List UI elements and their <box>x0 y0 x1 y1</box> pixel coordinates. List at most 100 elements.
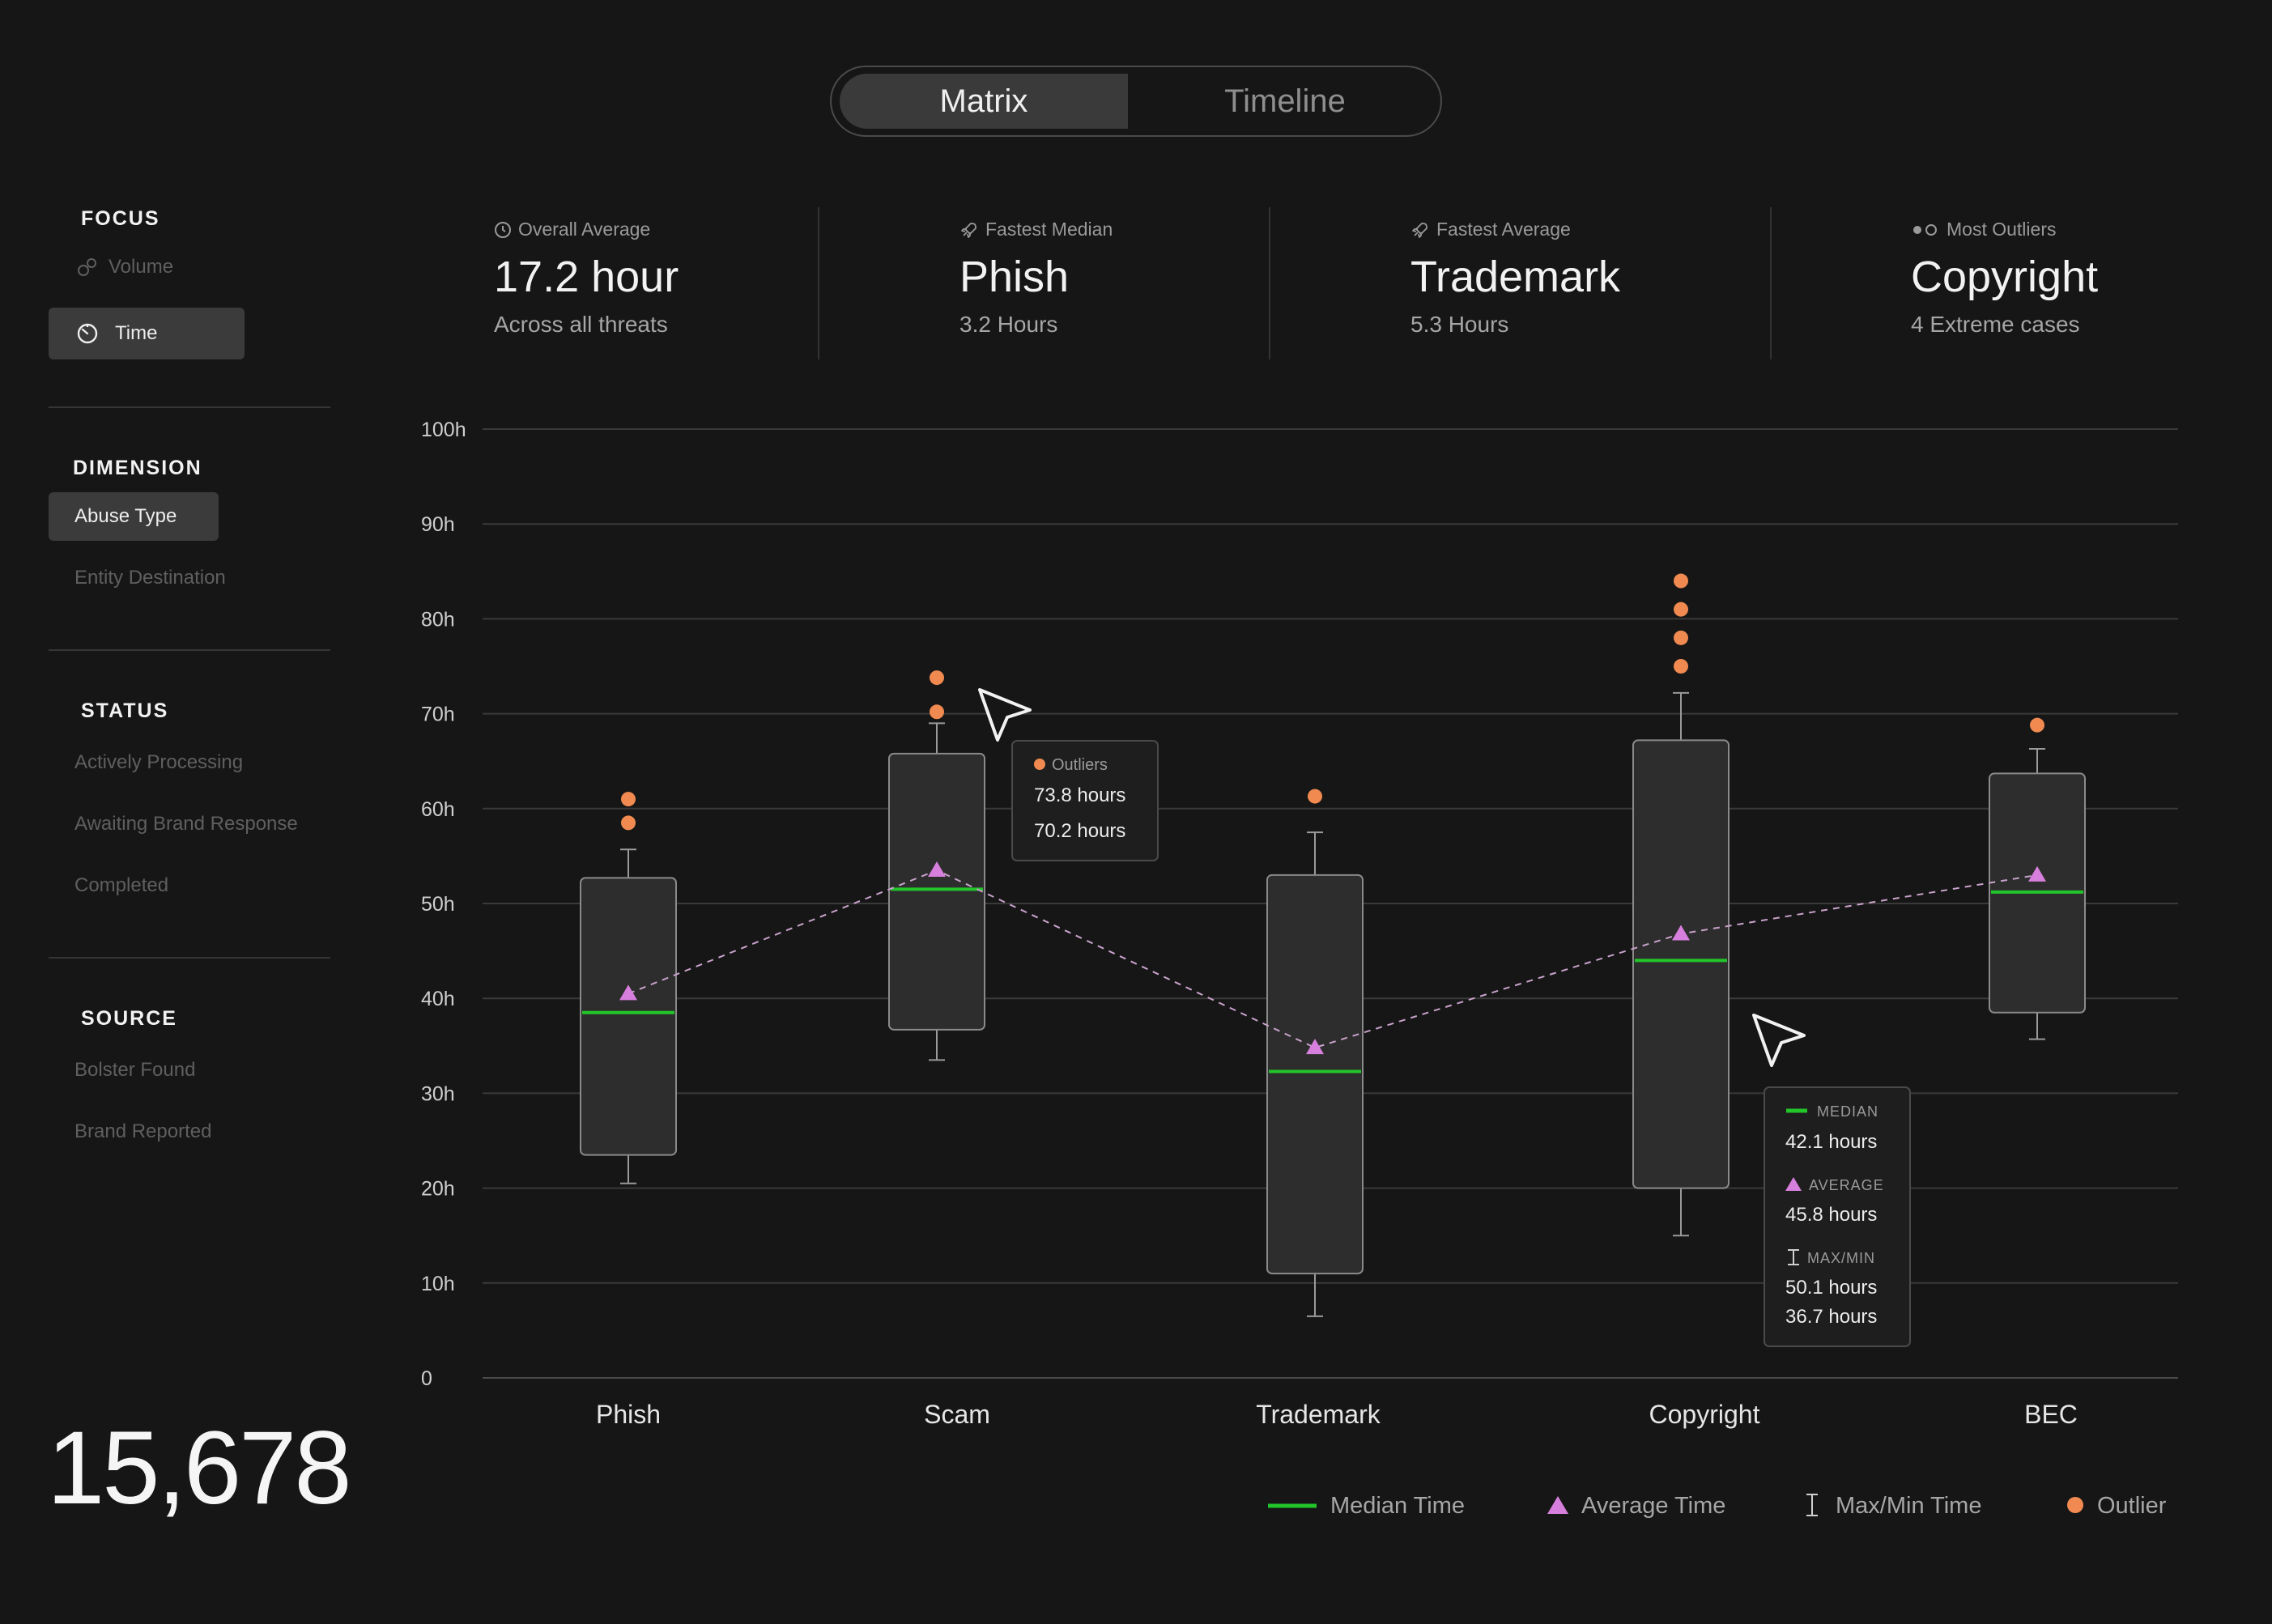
stat-sub: Across all threats <box>494 312 668 337</box>
sidebar-item-label: Volume <box>108 256 174 278</box>
stat-value: Copyright <box>1911 253 2099 301</box>
bubbles-icon <box>78 258 96 276</box>
stat-value: 17.2 hour <box>494 253 679 301</box>
divider <box>49 406 330 408</box>
y-tick-label: 10h <box>421 1273 455 1295</box>
outlier-point <box>1674 602 1688 617</box>
tooltip-label: AVERAGE <box>1809 1177 1884 1193</box>
sidebar-item-awaiting-brand-response[interactable]: Awaiting Brand Response <box>74 813 298 835</box>
tooltip-value: 50.1 hours <box>1785 1277 1877 1299</box>
y-tick-label: 20h <box>421 1178 455 1201</box>
average-trend-line <box>628 869 2038 1049</box>
stat-fastest-average: Fastest Average Trademark 5.3 Hours <box>1410 219 1620 338</box>
stats-tooltip: MEDIAN 42.1 hours AVERAGE 45.8 hours MAX/MIN… <box>1764 1086 1911 1347</box>
y-tick-label: 40h <box>421 988 455 1010</box>
rocket-icon <box>961 222 976 238</box>
legend-label: Average Time <box>1581 1493 1725 1519</box>
tab-matrix[interactable]: Matrix <box>840 74 1128 129</box>
clock-icon <box>495 221 511 238</box>
outlier-point <box>1674 573 1688 589</box>
legend-outlier-swatch <box>2067 1497 2083 1513</box>
average-marker <box>1672 925 1690 941</box>
legend-maxmin-swatch <box>1806 1494 1818 1516</box>
stat-sub: 5.3 Hours <box>1410 312 1509 337</box>
iqr-box <box>1632 739 1730 1189</box>
outlier-point <box>1308 789 1322 804</box>
iqr-box <box>580 877 677 1156</box>
rocket-icon <box>1412 222 1427 238</box>
outlier-point <box>621 792 636 807</box>
sidebar-item-abuse-type[interactable]: Abuse Type <box>49 492 219 541</box>
x-tick-label: Phish <box>596 1400 661 1429</box>
outlier-point <box>930 670 944 686</box>
stat-label: Most Outliers <box>1911 219 2098 240</box>
tooltip-label: MAX/MIN <box>1807 1250 1875 1266</box>
divider <box>818 207 819 359</box>
stat-most-outliers: Most Outliers Copyright 4 Extreme cases <box>1911 219 2098 338</box>
stat-label-text: Fastest Average <box>1436 219 1571 240</box>
y-tick-label: 80h <box>421 608 455 631</box>
stat-label-text: Most Outliers <box>1947 219 2057 240</box>
tooltip-value: 73.8 hours <box>1034 784 1125 806</box>
status-heading: STATUS <box>81 699 169 722</box>
outlier-point <box>930 704 944 720</box>
x-tick-label: Scam <box>924 1400 990 1429</box>
stat-value: Trademark <box>1410 253 1621 301</box>
sidebar-item-entity-destination[interactable]: Entity Destination <box>74 567 226 589</box>
box-scam <box>888 670 985 1061</box>
y-tick-label: 50h <box>421 893 455 916</box>
tooltip-value: 45.8 hours <box>1785 1204 1877 1226</box>
average-marker <box>619 984 637 1001</box>
maxmin-icon <box>1788 1249 1799 1265</box>
divider <box>49 957 330 959</box>
legend: Median Time Average Time Max/Min Time Outli… <box>1268 1493 2167 1519</box>
sidebar-item-brand-reported[interactable]: Brand Reported <box>74 1120 212 1142</box>
average-marker <box>928 861 946 877</box>
sidebar-item-completed[interactable]: Completed <box>74 874 169 896</box>
stat-label: Fastest Average <box>1410 219 1620 240</box>
sidebar-item-bolster-found[interactable]: Bolster Found <box>74 1059 196 1081</box>
stat-fastest-median: Fastest Median Phish 3.2 Hours <box>959 219 1113 338</box>
stat-label: Overall Average <box>494 219 679 240</box>
dimension-heading: DIMENSION <box>73 457 202 479</box>
box-phish <box>580 792 677 1184</box>
cursor-icon <box>978 688 1032 742</box>
sidebar-item-time[interactable]: Time <box>49 308 245 359</box>
view-toggle: Matrix Timeline <box>830 66 1442 137</box>
legend-label: Outlier <box>2097 1493 2167 1519</box>
iqr-box <box>1266 874 1364 1275</box>
tooltip-label: MEDIAN <box>1817 1103 1878 1120</box>
legend-label: Max/Min Time <box>1836 1493 1981 1519</box>
y-tick-label: 30h <box>421 1082 455 1105</box>
divider <box>1770 207 1772 359</box>
stat-value: Phish <box>959 253 1070 301</box>
outlier-point <box>2030 717 2044 733</box>
x-tick-label: Copyright <box>1649 1400 1760 1429</box>
stat-label-text: Fastest Median <box>985 219 1113 240</box>
sidebar-item-volume[interactable]: Volume <box>76 256 173 278</box>
stat-sub: 4 Extreme cases <box>1911 312 2080 337</box>
divider <box>1269 207 1270 359</box>
total-count: 15,678 <box>47 1410 351 1526</box>
box-copyright <box>1632 573 1730 1237</box>
x-tick-label: Trademark <box>1256 1400 1381 1429</box>
tooltip-box <box>1764 1086 1911 1347</box>
outliers-tooltip: Outliers 73.8 hours 70.2 hours <box>1011 740 1159 861</box>
average-swatch <box>1785 1177 1802 1191</box>
tab-timeline[interactable]: Timeline <box>1224 83 1346 119</box>
legend-label: Median Time <box>1330 1493 1465 1519</box>
average-marker <box>1306 1039 1324 1055</box>
outlier-point-icon <box>1034 759 1045 770</box>
average-marker <box>2028 865 2046 882</box>
tooltip-value: 42.1 hours <box>1785 1131 1877 1153</box>
y-tick-label: 60h <box>421 798 455 821</box>
outlier-point <box>621 815 636 831</box>
outlier-point <box>1674 659 1688 674</box>
sidebar-item-actively-processing[interactable]: Actively Processing <box>74 751 244 773</box>
tooltip-value: 70.2 hours <box>1034 820 1125 842</box>
stat-label-text: Overall Average <box>518 219 651 240</box>
source-heading: SOURCE <box>81 1007 177 1030</box>
stat-label: Fastest Median <box>959 219 1113 240</box>
box-trademark <box>1266 789 1364 1317</box>
